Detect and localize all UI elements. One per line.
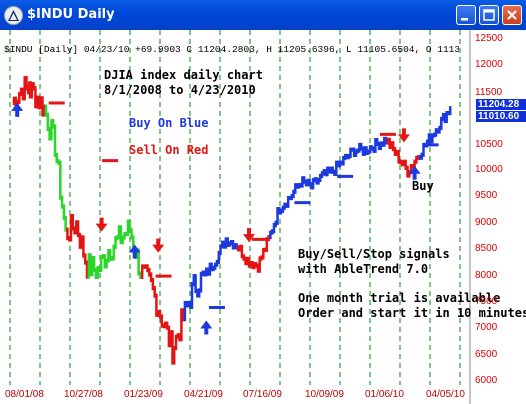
- buy-arrow-icon: [128, 244, 141, 259]
- buy-signal-label: Buy: [412, 179, 434, 193]
- chart-title-line2: 8/1/2008 to 4/23/2010: [104, 83, 256, 97]
- chart-title-line1: DJIA index daily chart: [104, 68, 263, 82]
- y-tick-label: 9000: [475, 217, 498, 228]
- sell-arrow-icon: [95, 217, 108, 232]
- quote-header: $INDU [Daily] 04/23/10 +69.9903 C 11204.…: [4, 44, 459, 55]
- y-tick-label: 6000: [475, 375, 498, 386]
- y-tick-label: 11500: [475, 87, 503, 98]
- y-tick-label: 8000: [475, 270, 498, 281]
- x-tick-label: 04/05/10: [426, 389, 465, 400]
- y-tick-label: 7000: [475, 322, 498, 333]
- sell-on-red-label: Sell On Red: [129, 143, 209, 157]
- trial-text-line2: Order and start it in 10 minutes: [298, 306, 526, 320]
- y-tick-label: 6500: [475, 349, 498, 360]
- chart-area[interactable]: [0, 30, 526, 404]
- last-price-box: 11204.28: [476, 99, 526, 110]
- y-tick-label: 10500: [475, 139, 503, 150]
- signals-text-line2: with AbleTrend 7.0: [298, 262, 429, 276]
- x-tick-label: 08/01/08: [5, 389, 44, 400]
- maximize-icon[interactable]: [479, 5, 499, 25]
- y-tick-label: 7500: [475, 296, 498, 307]
- sell-arrow-icon: [152, 238, 165, 253]
- signals-text-line1: Buy/Sell/Stop signals: [298, 247, 450, 261]
- y-tick-label: 10000: [475, 164, 503, 175]
- window-title: $INDU Daily: [27, 7, 115, 22]
- x-tick-label: 10/27/08: [64, 389, 103, 400]
- x-tick-label: 10/09/09: [305, 389, 344, 400]
- x-tick-label: 01/06/10: [365, 389, 404, 400]
- title-bar[interactable]: $INDU Daily: [0, 0, 526, 30]
- buy-arrow-icon: [408, 165, 421, 180]
- x-tick-label: 07/16/09: [243, 389, 282, 400]
- y-tick-label: 9500: [475, 190, 498, 201]
- x-tick-label: 01/23/09: [124, 389, 163, 400]
- buy-arrow-icon: [200, 320, 213, 335]
- close-icon[interactable]: [502, 5, 522, 25]
- sell-arrow-icon: [24, 81, 37, 96]
- minimize-icon[interactable]: [456, 5, 476, 25]
- chart-app-icon[interactable]: [4, 6, 23, 25]
- buy-arrow-icon: [11, 102, 24, 117]
- y-tick-label: 12500: [475, 33, 503, 44]
- price-chart: [9, 30, 471, 404]
- price-level-box: 11010.60: [476, 111, 526, 122]
- sell-arrow-icon: [397, 128, 410, 143]
- y-tick-label: 8500: [475, 243, 498, 254]
- y-tick-label: 12000: [475, 59, 503, 70]
- sell-arrow-icon: [243, 228, 256, 243]
- trial-text-line1: One month trial is available: [298, 291, 501, 305]
- buy-on-blue-label: Buy On Blue: [129, 116, 209, 130]
- x-tick-label: 04/21/09: [184, 389, 223, 400]
